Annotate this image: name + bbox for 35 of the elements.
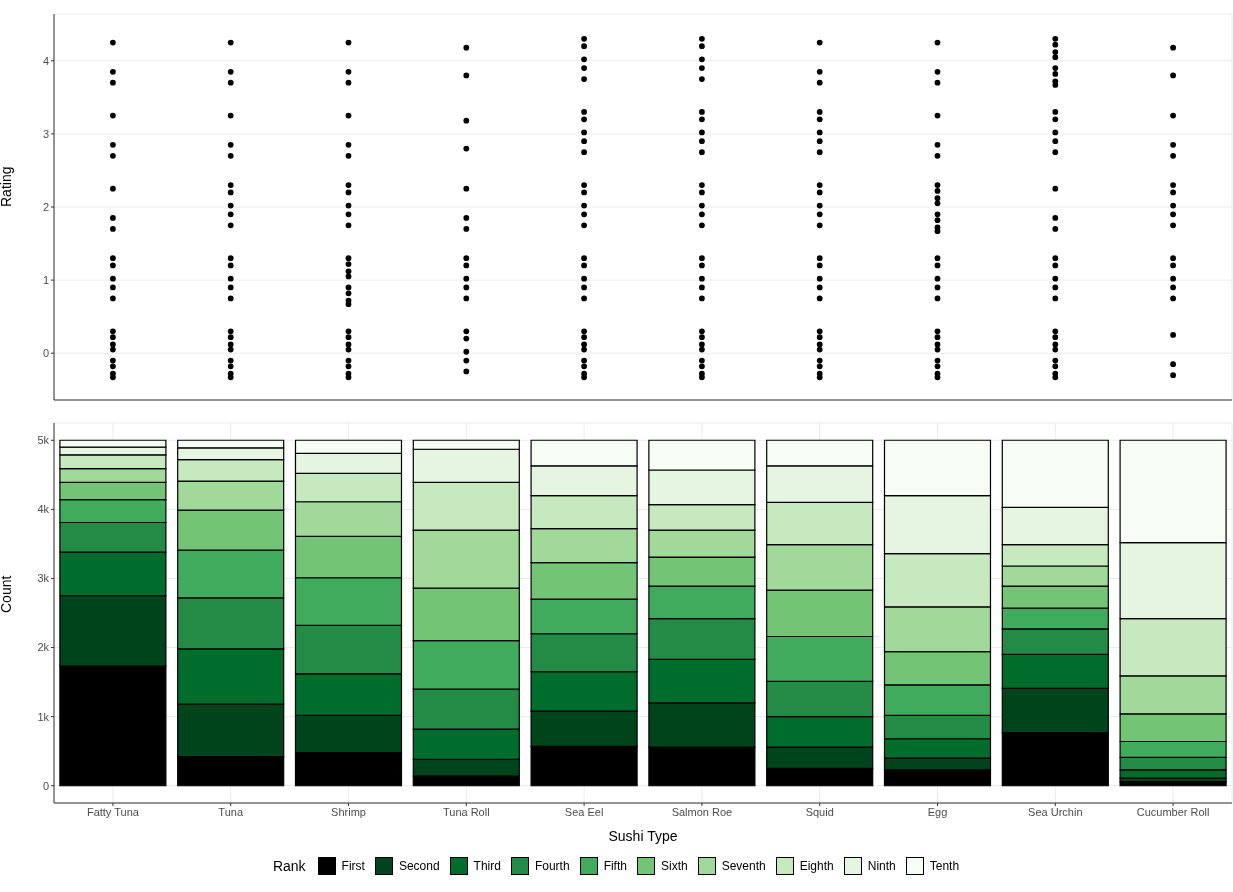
x-tick-label: Sea Urchin [1028,805,1083,818]
x-tick-label: Squid [805,805,834,818]
x-tick-label: Salmon Roe [671,805,733,818]
y-tick-label: 2 [42,200,49,213]
legend-label: Tenth [929,859,960,873]
legend-label: Eighth [799,859,834,873]
y-axis-title: Rating [0,166,14,207]
y-tick-label: 0 [42,779,49,792]
y-tick-label: 2k [37,641,50,654]
legend-label: First [341,859,365,873]
x-tick-label: Shrimp [331,805,366,818]
x-tick-label: Fatty Tuna [86,805,140,818]
legend-label: Sixth [660,859,688,873]
legend-label: Ninth [867,859,896,873]
legend-label: Fourth [534,859,570,873]
y-tick-label: 0 [42,347,49,360]
legend-label: Third [473,859,501,873]
legend-title: Rank [272,858,306,874]
y-tick-label: 3 [42,127,49,140]
y-tick-label: 1k [37,710,50,723]
y-tick-label: 3k [37,572,50,585]
x-tick-label: Tuna Roll [442,805,490,818]
legend-label: Second [398,859,440,873]
y-tick-label: 4 [42,54,49,67]
legend-label: Fifth [603,859,627,873]
y-tick-label: 4k [37,503,50,516]
x-tick-label: Cucumber Roll [1136,805,1210,818]
y-axis-title: Count [0,575,14,613]
x-tick-label: Egg [927,805,948,818]
y-tick-label: 5k [37,434,50,447]
x-axis-title: Sushi Type [608,828,678,844]
x-tick-label: Tuna [218,805,244,818]
x-tick-label: Sea Eel [564,805,604,818]
legend-label: Seventh [721,859,766,873]
y-tick-label: 1 [42,274,49,287]
